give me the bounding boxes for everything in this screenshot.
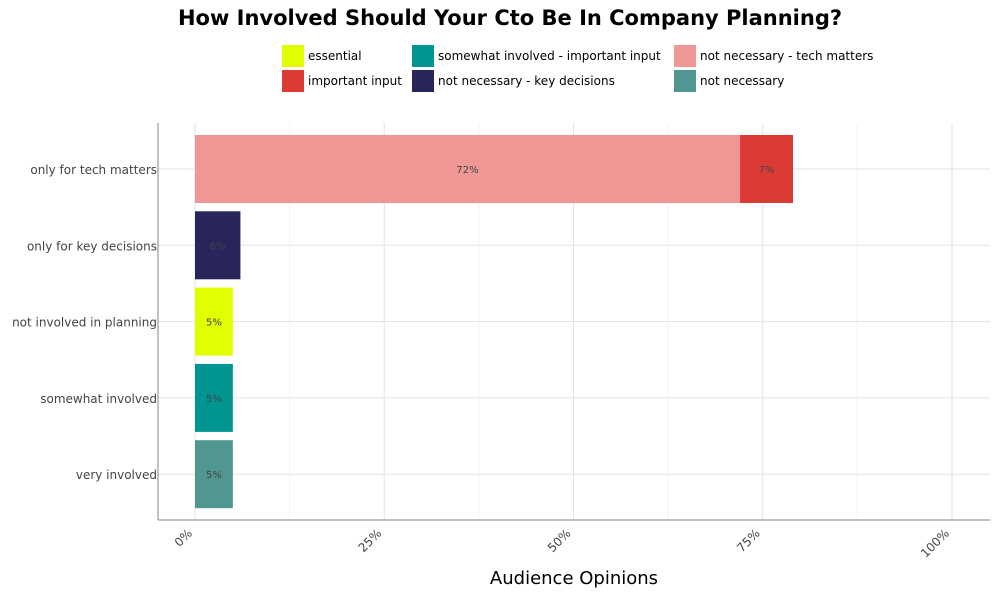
bar [195,363,233,432]
bar-value-label: 7% [759,165,775,176]
bar [195,135,741,203]
legend-item: not necessary [674,70,784,92]
legend-swatch [412,70,434,92]
legend-label: not necessary - tech matters [700,49,874,63]
legend-swatch [674,45,696,67]
legend-swatch [674,70,696,92]
x-tick-label: 25% [356,526,385,555]
legend-swatch [282,45,304,67]
bar-value-label: 72% [456,165,478,176]
legend-label: essential [308,49,362,63]
bar [740,135,794,203]
x-tick-label: 50% [545,526,574,555]
x-tick-label: 75% [734,526,763,555]
x-tick-label: 0% [172,526,195,549]
bar [195,211,241,280]
y-tick-label: somewhat involved [40,392,157,406]
y-tick-label: only for key decisions [27,239,157,253]
legend-item: somewhat involved - important input [412,45,661,67]
bar-value-label: 5% [206,470,222,481]
x-axis-label: Audience Opinions [489,568,659,589]
bar [195,440,233,509]
legend-item: important input [282,70,402,92]
legend-swatch [412,45,434,67]
bar-value-label: 6% [210,241,226,252]
y-tick-label: very involved [76,468,157,482]
chart-title: How Involved Should Your Cto Be In Compa… [177,6,843,30]
x-tick-label: 100% [918,526,952,560]
legend-item: essential [282,45,362,67]
legend-label: not necessary - key decisions [438,74,615,88]
legend-swatch [282,70,304,92]
bar-value-label: 5% [206,394,222,405]
legend-label: not necessary [700,74,785,88]
legend: essential important input somewhat involve… [282,45,902,93]
bar [195,287,233,356]
legend-label: important input [308,74,402,88]
legend-item: not necessary - tech matters [674,45,873,67]
y-tick-label: only for tech matters [30,163,157,177]
bar-value-label: 5% [206,318,222,329]
y-tick-label: not involved in planning [12,316,157,330]
legend-item: not necessary - key decisions [412,70,615,92]
legend-label: somewhat involved - important input [438,49,661,63]
